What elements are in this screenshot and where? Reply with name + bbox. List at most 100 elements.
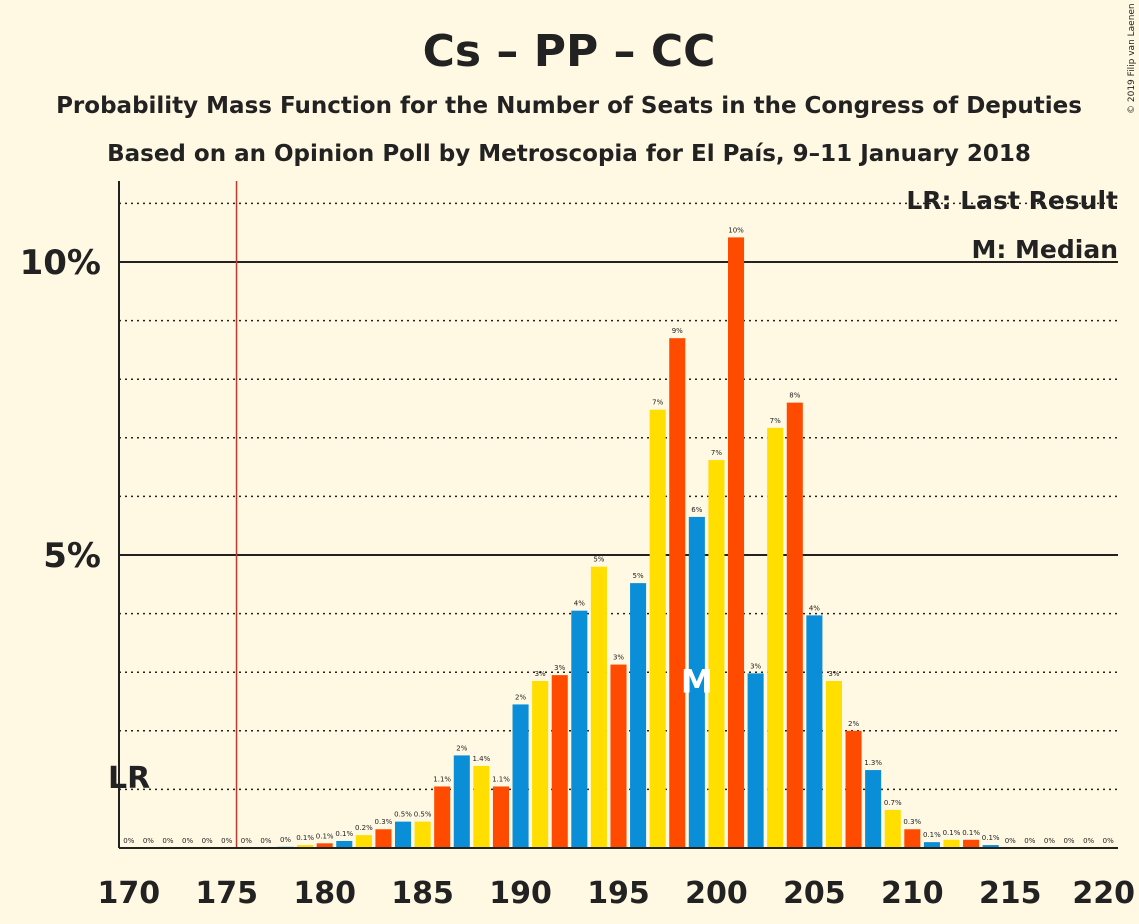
bar-label-204: 8% xyxy=(789,392,800,400)
bar-label-185: 0.5% xyxy=(414,811,432,819)
bar-label-211: 0.1% xyxy=(923,831,941,839)
bar-seat-192 xyxy=(551,675,568,848)
bar-label-178: 0% xyxy=(280,836,291,844)
bar-label-188: 1.4% xyxy=(472,755,490,763)
bar-seat-197 xyxy=(649,409,666,848)
bar-seat-180 xyxy=(316,843,333,848)
bar-label-208: 1.3% xyxy=(864,759,882,767)
bar-label-207: 2% xyxy=(848,720,859,728)
bar-label-195: 3% xyxy=(613,654,624,662)
bar-label-180: 0.1% xyxy=(316,832,334,840)
bar-seat-200 xyxy=(708,460,725,848)
bar-label-187: 2% xyxy=(456,744,467,752)
bar-seat-199 xyxy=(688,516,705,848)
bar-seat-191 xyxy=(532,680,549,848)
bar-seat-210 xyxy=(904,829,921,848)
bar-seat-212 xyxy=(943,839,960,848)
bar-seat-205 xyxy=(806,615,823,848)
bar-label-186: 1.1% xyxy=(433,775,451,783)
bar-seat-190 xyxy=(512,704,529,848)
bar-label-183: 0.3% xyxy=(375,818,393,826)
bar-seat-187 xyxy=(453,755,470,848)
bar-seat-182 xyxy=(355,835,372,848)
bar-label-192: 3% xyxy=(554,664,565,672)
median-marker: M xyxy=(681,663,713,701)
bar-label-215: 0% xyxy=(1005,837,1016,845)
chart-subtitle-1: Probability Mass Function for the Number… xyxy=(56,93,1082,119)
bar-seat-181 xyxy=(336,840,353,848)
bar-label-191: 3% xyxy=(535,670,546,678)
bar-seat-195 xyxy=(610,664,627,848)
axes-group: 5% 10% 170 175 180 185 190 195 200 205 210 215 220 xyxy=(20,181,1135,911)
bar-label-194: 5% xyxy=(593,556,604,564)
bar-seat-188 xyxy=(473,765,490,848)
bar-label-219: 0% xyxy=(1083,837,1094,845)
x-tick-label: 215 xyxy=(979,876,1042,911)
bar-seat-198 xyxy=(669,338,686,848)
bar-seat-186 xyxy=(434,786,451,848)
last-result-label: LR xyxy=(108,761,150,796)
bar-label-175: 0% xyxy=(221,837,232,845)
bar-seat-213 xyxy=(963,839,980,848)
bar-label-184: 0.5% xyxy=(394,811,412,819)
bar-seat-211 xyxy=(923,842,940,848)
bar-label-201: 10% xyxy=(728,226,744,234)
bar-label-171: 0% xyxy=(143,837,154,845)
x-tick-label: 205 xyxy=(783,876,846,911)
bar-label-177: 0% xyxy=(260,837,271,845)
bar-seat-194 xyxy=(590,566,607,848)
bar-label-181: 0.1% xyxy=(335,830,353,838)
bar-label-205: 4% xyxy=(809,604,820,612)
bar-seat-203 xyxy=(767,427,784,848)
bar-seat-202 xyxy=(747,673,764,848)
bar-label-179: 0.1% xyxy=(296,834,314,842)
bar-label-172: 0% xyxy=(162,837,173,845)
bar-labels-group: 0% 0% 0% 0% 0% 0% 0% 0% 0% 0.1% 0.1% 0.1%0.2%0.3%0.… xyxy=(123,226,1114,845)
x-tick-label: 195 xyxy=(587,876,650,911)
bar-label-173: 0% xyxy=(182,837,193,845)
bar-seat-189 xyxy=(492,786,510,848)
bar-label-210: 0.3% xyxy=(903,818,921,826)
bar-label-193: 4% xyxy=(574,600,585,608)
bar-label-217: 0% xyxy=(1044,837,1055,845)
bar-label-202: 3% xyxy=(750,662,761,670)
x-tick-label: 200 xyxy=(685,876,748,911)
bar-seat-208 xyxy=(865,770,882,848)
legend-last-result: LR: Last Result xyxy=(906,186,1118,215)
bar-label-212: 0.1% xyxy=(943,829,961,837)
bar-label-203: 7% xyxy=(770,417,781,425)
bar-label-197: 7% xyxy=(652,399,663,407)
bar-seat-184 xyxy=(394,821,412,848)
bar-seat-183 xyxy=(375,829,392,848)
bar-label-174: 0% xyxy=(202,837,213,845)
bar-label-189: 1.1% xyxy=(492,775,510,783)
bar-seat-193 xyxy=(571,610,588,848)
chart-subtitle-2: Based on an Opinion Poll by Metroscopia … xyxy=(107,141,1031,167)
bar-seat-196 xyxy=(630,583,647,848)
bar-label-218: 0% xyxy=(1063,837,1074,845)
x-tick-label: 210 xyxy=(881,876,944,911)
bar-label-199: 6% xyxy=(691,506,702,514)
x-tick-label: 220 xyxy=(1072,876,1135,911)
x-tick-label: 170 xyxy=(97,876,160,911)
legend-median: M: Median xyxy=(971,235,1118,264)
bar-label-198: 9% xyxy=(672,327,683,335)
bar-seat-209 xyxy=(884,809,901,848)
bar-label-214: 0.1% xyxy=(982,834,1000,842)
y-tick-label: 5% xyxy=(43,536,101,576)
bar-label-176: 0% xyxy=(241,837,252,845)
bar-label-216: 0% xyxy=(1024,837,1035,845)
bar-label-209: 0.7% xyxy=(884,799,902,807)
bars-group xyxy=(277,237,999,848)
bar-label-196: 5% xyxy=(633,572,644,580)
bar-seat-204 xyxy=(786,402,803,848)
bar-label-200: 7% xyxy=(711,449,722,457)
y-tick-label: 10% xyxy=(20,243,101,283)
bar-label-182: 0.2% xyxy=(355,824,373,832)
x-tick-label: 175 xyxy=(195,876,258,911)
x-tick-label: 190 xyxy=(489,876,552,911)
bar-seat-179 xyxy=(297,845,314,848)
bar-label-170: 0% xyxy=(123,837,134,845)
copyright-text: © 2019 Filip van Laenen xyxy=(1127,3,1137,114)
